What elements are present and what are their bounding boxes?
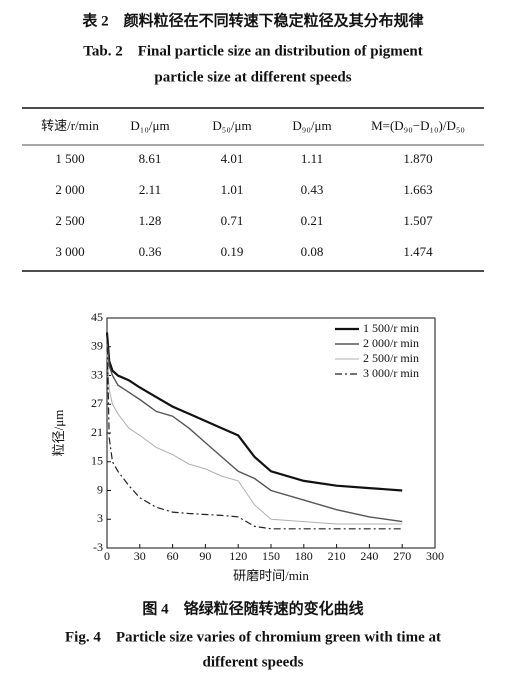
table-cell: 1.28 [139,213,162,228]
table-cell: 1.507 [403,213,433,228]
table-header-cell: M=(D₉₀−D₁₀)/D₅₀ [371,118,465,133]
legend-label: 2 000/r min [363,336,419,350]
x-tick-label: 180 [295,549,313,563]
y-tick-label: 3 [97,511,103,525]
table-cell: 2.11 [139,182,161,197]
figure-caption-en: Fig. 4 Particle size varies of chromium … [65,629,441,645]
y-tick-label: 27 [91,396,103,410]
x-tick-label: 300 [426,549,444,563]
table-cell: 0.43 [301,182,324,197]
legend-label: 3 000/r min [363,366,419,380]
x-tick-label: 270 [393,549,411,563]
table-cell: 2 500 [55,213,84,228]
table-header-cell: D₅₀/μm [212,118,251,133]
y-tick-label: 9 [97,482,103,496]
table-cell: 3 000 [55,244,84,259]
table-cell: 2 000 [55,182,84,197]
table-cell: 0.36 [139,244,162,259]
table-cell: 8.61 [139,151,162,166]
x-tick-label: 30 [134,549,146,563]
table-cell: 1 500 [55,151,84,166]
table-cell: 0.21 [301,213,324,228]
legend-label: 2 500/r min [363,351,419,365]
legend-box [329,320,431,384]
table-cell: 0.08 [301,244,324,259]
y-tick-label: 39 [91,339,103,353]
table-cell: 1.11 [301,151,323,166]
figure-caption-zh: 图 4 铬绿粒径随转速的变化曲线 [142,599,363,617]
table-caption-en: particle size at different speeds [154,69,351,85]
y-tick-label: 15 [91,454,103,468]
table-cell: 1.01 [221,182,244,197]
x-axis-label: 研磨时间/min [233,568,309,583]
y-tick-label: 21 [91,425,103,439]
series-line [106,351,403,525]
x-tick-label: 0 [104,549,110,563]
table-cell: 1.870 [403,151,432,166]
table-header-cell: 转速/r/min [41,118,99,133]
x-tick-label: 150 [262,549,280,563]
table-header-cell: D₁₀/μm [130,118,169,133]
table-caption-en: Tab. 2 Final particle size an distributi… [83,43,422,59]
x-tick-label: 90 [199,549,211,563]
table-header-cell: D₉₀/μm [292,118,331,133]
table-cell: 0.71 [221,213,244,228]
series-line [105,332,403,492]
legend-label: 1 500/r min [363,321,419,335]
x-tick-label: 240 [360,549,378,563]
table-cell: 1.663 [403,182,432,197]
x-tick-label: 60 [167,549,179,563]
y-tick-label: 33 [91,367,103,381]
table-caption-zh: 表 2 颜料粒径在不同转速下稳定粒径及其分布规律 [82,11,423,29]
x-tick-label: 210 [328,549,346,563]
series-line [106,341,403,523]
table-cell: 1.474 [403,244,433,259]
x-tick-label: 120 [229,549,247,563]
table-cell: 4.01 [221,151,244,166]
table: 转速/r/min D₁₀/μm D₅₀/μm D₉₀/μm M=(D₉₀−D₁₀)/D₅… [41,118,465,259]
y-tick-label: 45 [91,310,103,324]
series-line [106,332,403,530]
table-cell: 0.19 [221,244,244,259]
y-axis-label: 粒径/μm [51,410,66,457]
y-tick-label: -3 [93,540,103,554]
figure-caption-en: different speeds [203,654,304,670]
